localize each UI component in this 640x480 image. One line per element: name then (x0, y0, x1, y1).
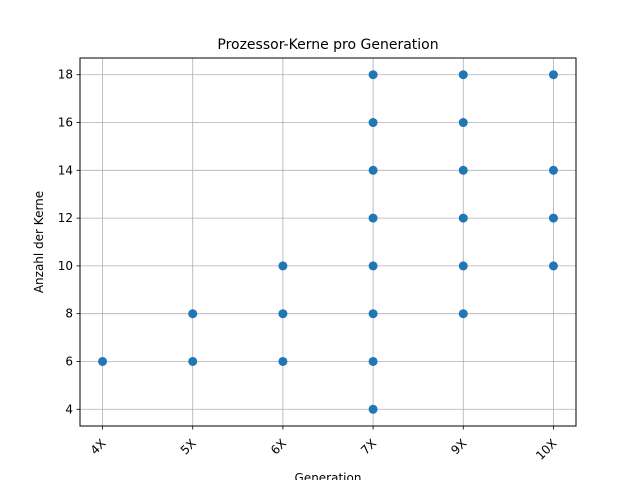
y-tick-label: 18 (58, 68, 73, 82)
data-point (368, 309, 378, 319)
data-point (548, 70, 558, 80)
y-tick-label: 4 (65, 402, 73, 416)
plot-frame (79, 57, 577, 427)
data-point (278, 261, 288, 271)
data-point (368, 118, 378, 128)
data-point (368, 70, 378, 80)
data-point (548, 261, 558, 271)
data-point (548, 213, 558, 223)
y-axis-ticks: 4 6 8 10 12 14 16 18 (58, 68, 80, 416)
data-point (188, 356, 198, 366)
data-point (188, 309, 198, 319)
data-point (458, 165, 468, 175)
data-point (368, 165, 378, 175)
data-point (368, 213, 378, 223)
data-point (278, 356, 288, 366)
y-tick-label: 8 (65, 307, 73, 321)
y-tick-label: 10 (58, 259, 73, 273)
chart-title: Prozessor-Kerne pro Generation (217, 37, 438, 53)
y-tick-label: 6 (65, 354, 73, 368)
data-point (548, 165, 558, 175)
y-tick-label: 14 (58, 163, 73, 177)
data-point (458, 261, 468, 271)
data-points (98, 70, 558, 414)
data-point (98, 356, 108, 366)
data-point (368, 356, 378, 366)
data-point (458, 213, 468, 223)
data-point (278, 309, 288, 319)
x-axis-label: Generation (295, 471, 362, 480)
y-tick-label: 16 (58, 116, 73, 130)
y-tick-label: 12 (58, 211, 73, 225)
data-point (458, 70, 468, 80)
data-point (458, 309, 468, 319)
data-point (368, 261, 378, 271)
y-axis-label: Anzahl der Kerne (32, 191, 46, 293)
data-point (458, 118, 468, 128)
data-point (368, 404, 378, 414)
